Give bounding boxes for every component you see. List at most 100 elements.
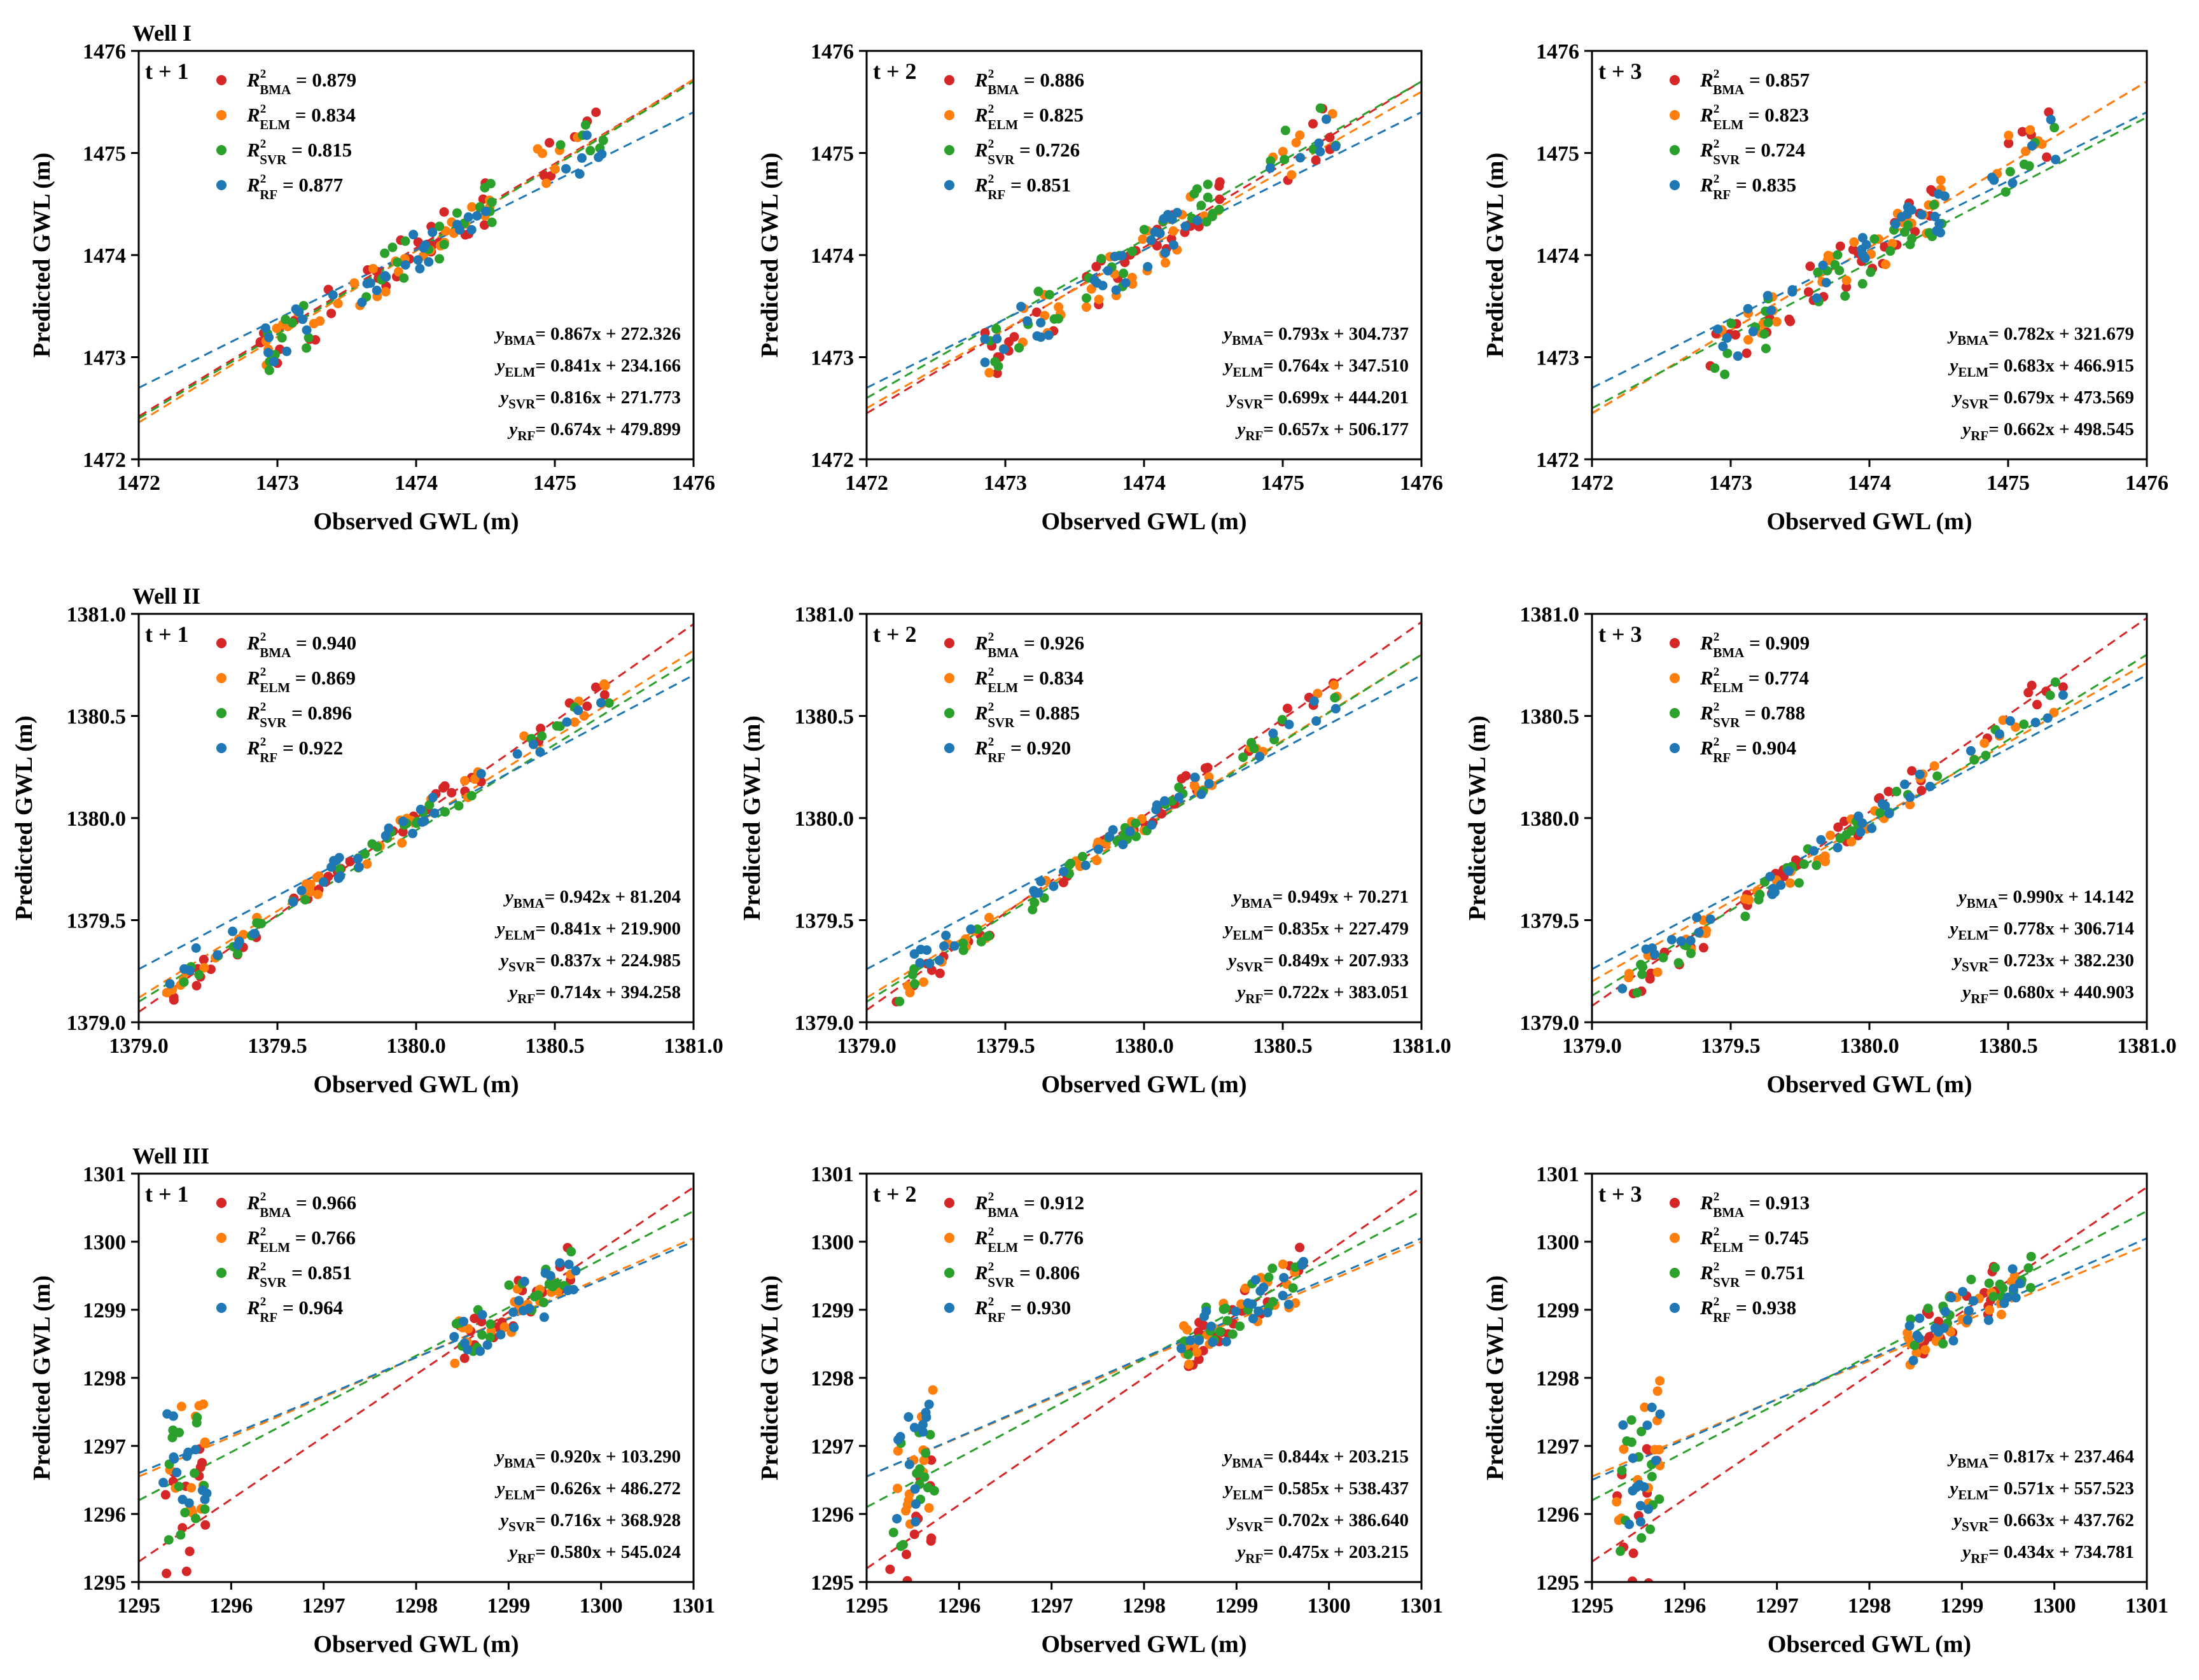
eq-y: y	[498, 387, 508, 408]
point-svr	[174, 1482, 184, 1492]
point-rf	[1916, 210, 1927, 220]
legend-sub: RF	[988, 750, 1005, 765]
x-tick-label: 1379.0	[1562, 1034, 1622, 1058]
point-rf	[1915, 1313, 1925, 1323]
legend-sup: 2	[260, 67, 267, 81]
point-rf	[1733, 351, 1743, 361]
point-rf	[260, 323, 270, 333]
eq-body: = 0.662x + 498.545	[1988, 419, 2134, 440]
point-svr	[264, 365, 274, 375]
point-elm	[537, 148, 547, 158]
x-tick-label: 1473	[1709, 471, 1752, 495]
y-tick-label: 1299	[1536, 1299, 1579, 1322]
point-rf	[1262, 1307, 1273, 1317]
legend-entry-bma: R2 BMA = 0.913	[1700, 1190, 1810, 1220]
point-rf	[1705, 914, 1715, 924]
panel-7: 1295 1296 1297 1298 1299 1300 1301 1295 1296 1297…	[29, 1143, 715, 1658]
point-svr	[393, 257, 403, 267]
point-svr	[1903, 220, 1913, 230]
point-bma	[1311, 155, 1321, 165]
point-svr	[1869, 234, 1880, 244]
point-rf	[562, 717, 572, 727]
legend-marker-rf	[944, 1303, 954, 1313]
point-rf	[429, 808, 440, 818]
legend-sup: 2	[1714, 1225, 1720, 1239]
point-bma	[181, 1566, 192, 1576]
legend-sup: 2	[988, 665, 995, 679]
point-rf	[1908, 1356, 1918, 1366]
point-rf	[328, 290, 338, 300]
point-rf	[1059, 866, 1069, 877]
point-bma	[326, 309, 337, 319]
point-elm	[1295, 130, 1305, 141]
eq-sub: BMA	[1957, 333, 1989, 348]
point-rf	[911, 1499, 921, 1509]
point-rf	[1206, 1321, 1217, 1331]
point-rf	[911, 1517, 921, 1527]
point-rf	[291, 304, 301, 314]
legend-value: 0.857	[1765, 69, 1810, 91]
point-elm	[1887, 239, 1897, 249]
point-rf	[452, 219, 462, 230]
point-elm	[315, 316, 325, 326]
legend-marker-elm	[216, 1233, 227, 1243]
point-svr	[1866, 267, 1876, 277]
eq-sub: RF	[1245, 991, 1263, 1006]
y-tick-label: 1296	[83, 1503, 126, 1527]
point-elm	[541, 178, 552, 188]
point-rf	[1311, 716, 1322, 726]
point-rf	[892, 1513, 902, 1524]
point-rf	[1093, 844, 1103, 854]
point-rf	[1816, 835, 1826, 845]
legend-r: R	[1700, 667, 1714, 689]
point-svr	[1249, 743, 1259, 753]
equation-bma: yBMA= 0.949x + 70.271	[1231, 887, 1409, 911]
legend-r: R	[974, 1261, 988, 1284]
point-rf	[1103, 266, 1113, 276]
point-svr	[1835, 833, 1845, 843]
legend-r: R	[974, 1296, 988, 1319]
point-rf	[925, 959, 935, 969]
point-rf	[1766, 305, 1777, 316]
point-rf	[1248, 1314, 1258, 1324]
equation-rf: yRF= 0.475x + 203.215	[1235, 1542, 1409, 1566]
point-rf	[1812, 293, 1822, 303]
point-elm	[1619, 1444, 1629, 1454]
x-tick-label: 1298	[1122, 1594, 1166, 1618]
eq-body: = 0.657x + 506.177	[1263, 419, 1409, 440]
point-rf	[1965, 746, 1976, 756]
legend-eq: =	[1019, 69, 1040, 91]
point-svr	[1616, 1546, 1626, 1557]
point-rf	[1989, 175, 1999, 185]
point-rf	[576, 153, 587, 163]
legend-sub: BMA	[260, 1205, 291, 1220]
legend-eq: =	[286, 1261, 307, 1284]
point-rf	[1172, 207, 1182, 218]
point-svr	[1840, 291, 1850, 301]
legend-r: R	[974, 667, 988, 689]
eq-body: = 0.841x + 219.900	[535, 919, 681, 939]
point-rf	[185, 966, 195, 976]
legend-sup: 2	[260, 735, 267, 749]
point-rf	[1635, 1501, 1645, 1511]
fit-line-rf	[867, 1237, 1421, 1478]
point-svr	[555, 140, 566, 150]
legend-marker-bma	[216, 1198, 227, 1208]
y-tick-label: 1473	[811, 347, 854, 370]
legend-sub: ELM	[1713, 1240, 1743, 1255]
x-tick-label: 1474	[394, 471, 438, 495]
legend-marker-rf	[944, 180, 954, 190]
plot-area	[1592, 1186, 2147, 1582]
x-axis-label: Observed GWL (m)	[314, 1631, 519, 1658]
point-elm	[1979, 738, 1990, 748]
legend-eq: =	[1740, 139, 1761, 161]
point-svr	[1280, 125, 1290, 135]
equation-bma: yBMA= 0.793x + 304.737	[1222, 324, 1409, 348]
point-svr	[380, 248, 390, 258]
legend-value: 0.851	[307, 1261, 352, 1284]
equation-svr: ySVR= 0.723x + 382.230	[1951, 950, 2134, 975]
point-bma	[536, 723, 546, 733]
eq-sub: ELM	[1958, 1487, 1988, 1503]
point-rf	[213, 950, 223, 960]
legend-marker-svr	[944, 708, 954, 718]
